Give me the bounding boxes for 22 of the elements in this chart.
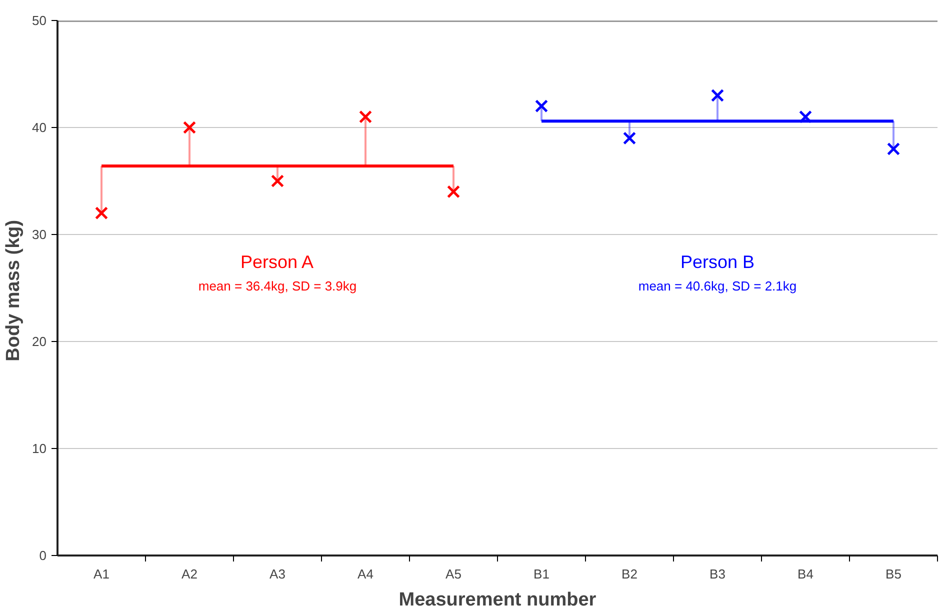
x-axis-title: Measurement number: [398, 590, 597, 610]
y-tick-label: 30: [32, 227, 47, 242]
x-tick-label: B3: [710, 566, 726, 582]
x-tick-label: B1: [534, 566, 550, 582]
x-tick-label: A2: [182, 566, 198, 582]
text: Person A: [240, 252, 314, 272]
annotation: mean = 40.6kg, SD = 2.1kg: [638, 278, 797, 294]
text: Person B: [680, 252, 755, 272]
x-tick-label: A5: [446, 566, 462, 582]
x-tick-label: A3: [270, 566, 286, 582]
y-tick-label: 10: [32, 441, 47, 456]
y-tick-label: 20: [32, 334, 47, 349]
x-tick-label: B4: [798, 566, 814, 582]
y-tick-label: 0: [39, 548, 47, 563]
annotation: mean = 36.4kg, SD = 3.9kg: [198, 278, 357, 294]
x-tick-label: B5: [886, 566, 902, 582]
y-tick-label: 50: [32, 13, 47, 28]
x-tick-label: A1: [94, 566, 110, 582]
x-tick-label: A4: [358, 566, 374, 582]
y-tick-label: 40: [32, 120, 47, 135]
x-tick-label: B2: [622, 566, 638, 582]
y-axis-title: Body mass (kg): [3, 220, 24, 362]
